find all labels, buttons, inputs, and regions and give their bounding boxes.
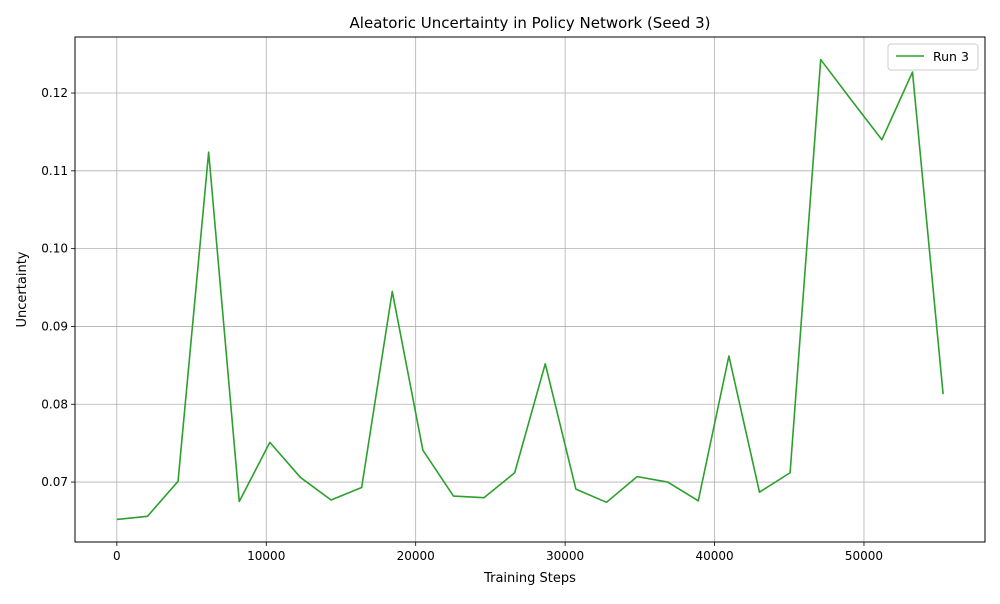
x-tick-label: 50000 xyxy=(845,549,883,563)
legend-label: Run 3 xyxy=(933,49,969,64)
y-tick-label: 0.07 xyxy=(41,475,68,489)
x-tick-label: 10000 xyxy=(247,549,285,563)
plot-frame xyxy=(74,36,986,543)
x-tick-label: 20000 xyxy=(397,549,435,563)
series-layer xyxy=(116,58,944,521)
y-axis-label: Uncertainty xyxy=(15,251,30,327)
y-tick-label: 0.12 xyxy=(41,86,68,100)
chart-title: Aleatoric Uncertainty in Policy Network … xyxy=(350,14,711,32)
x-axis-label: Training Steps xyxy=(483,571,576,586)
series-line xyxy=(116,58,944,521)
y-tick-label: 0.09 xyxy=(41,319,68,333)
y-axis-ticks: 0.07 0.08 0.09 0.10 0.11 0.12 xyxy=(41,86,75,489)
grid-lines xyxy=(75,37,985,542)
y-tick-label: 0.08 xyxy=(41,397,68,411)
x-axis-ticks: 0 10000 20000 30000 40000 50000 xyxy=(113,542,883,563)
x-tick-label: 30000 xyxy=(546,549,584,563)
x-tick-label: 0 xyxy=(113,549,121,563)
x-tick-label: 40000 xyxy=(695,549,733,563)
legend-box xyxy=(887,43,979,71)
y-tick-label: 0.11 xyxy=(41,164,68,178)
legend: Run 3 xyxy=(887,43,979,71)
y-tick-label: 0.10 xyxy=(41,242,68,256)
